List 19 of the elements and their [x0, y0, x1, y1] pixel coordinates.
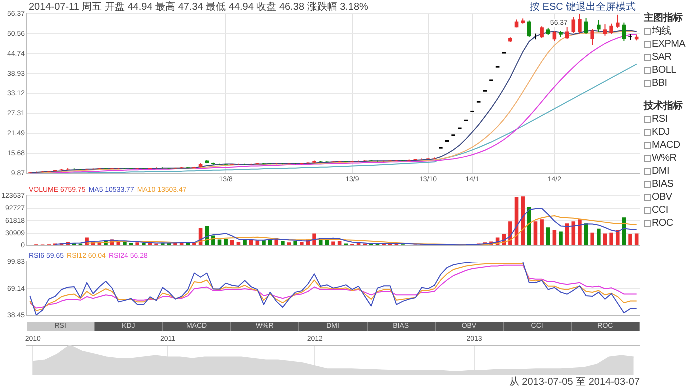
text: BBI [651, 77, 668, 90]
text: 从 2013-07-05 至 2014-03-07 [509, 376, 640, 387]
text: KDJ [651, 126, 671, 139]
text: 主图指标 [644, 12, 684, 25]
text: 2014-07-11 周五 开盘 44.94 最高 47.34 最低 44.94 收盘 46.38 涨跌幅 3.18% [29, 0, 368, 14]
text: DMI [651, 165, 670, 178]
text: EXPMA [651, 38, 686, 51]
text: RSI [651, 113, 669, 126]
text: OBV [651, 191, 674, 204]
text: 均线 [651, 25, 672, 38]
text: 按 ESC 键退出全屏模式 [530, 0, 636, 14]
text: CCI [651, 204, 670, 217]
text: BOLL [651, 64, 678, 77]
text: ROC [651, 217, 674, 230]
text: SAR [651, 51, 673, 64]
text: W%R [651, 152, 678, 165]
text: BIAS [651, 178, 675, 191]
text: 技术指标 [644, 100, 684, 113]
text: MACD [651, 139, 682, 152]
